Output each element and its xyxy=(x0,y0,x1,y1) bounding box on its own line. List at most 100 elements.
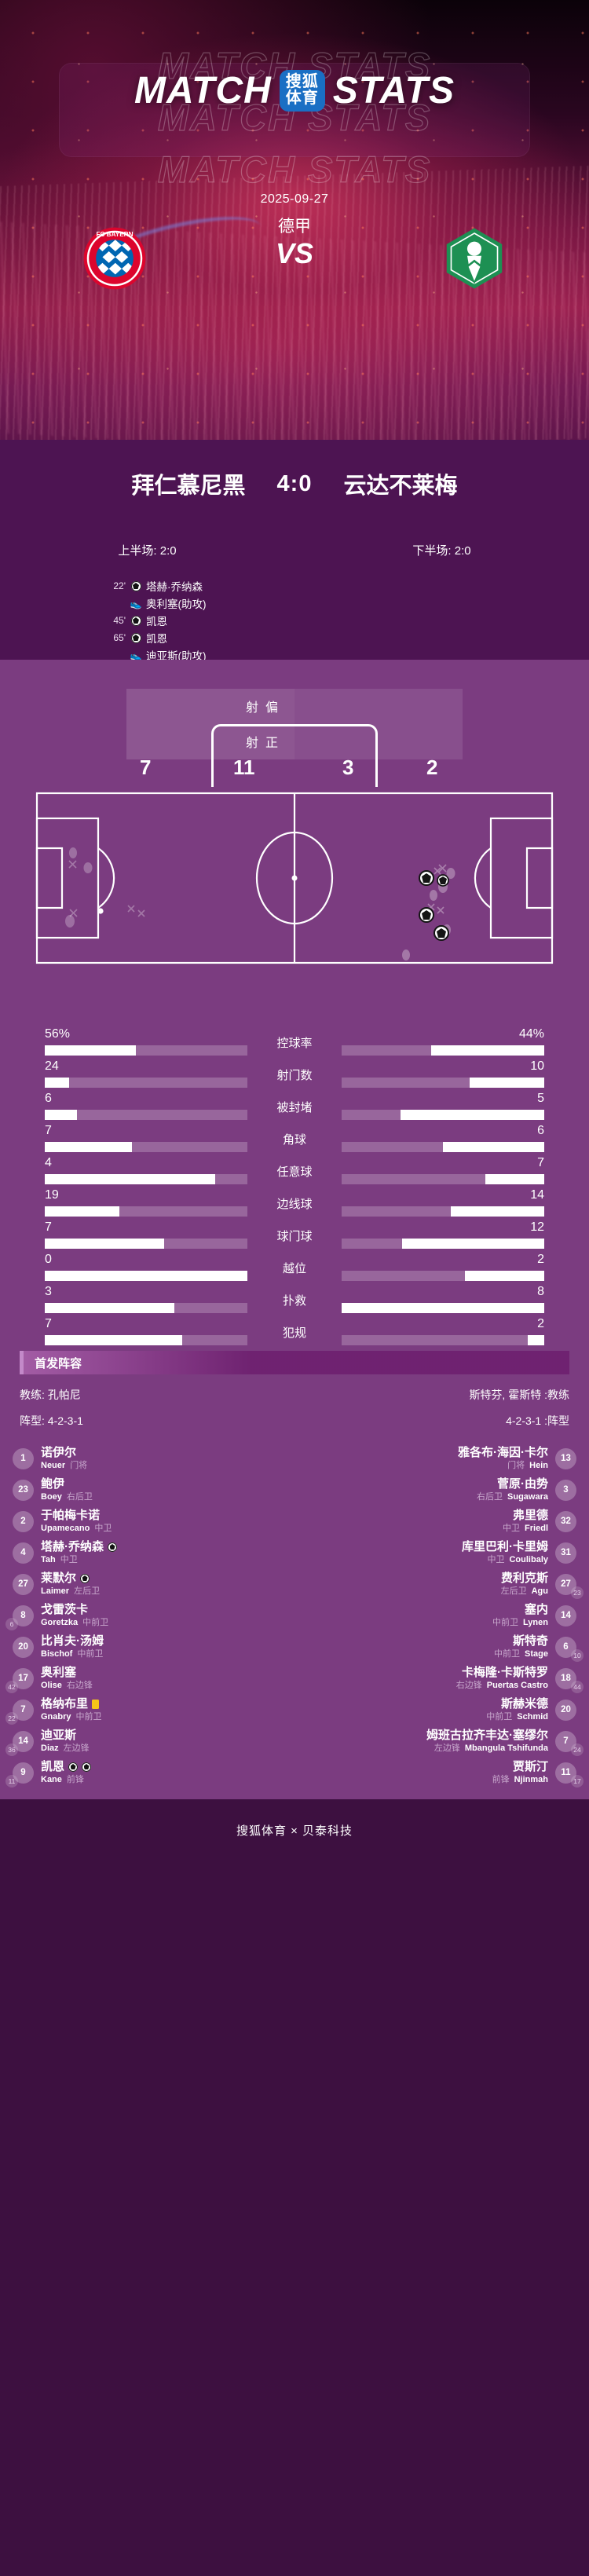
player-name-en: Gnabry xyxy=(41,1712,71,1722)
lineup-player-row[interactable]: 2 于帕梅卡诺 Upamecano 中卫 xyxy=(0,1506,294,1537)
player-goal-icon xyxy=(82,1762,92,1772)
footer-credit: 搜狐体育 × 贝泰科技 xyxy=(236,1824,353,1838)
stat-away-value: 14 xyxy=(530,1188,544,1202)
stat-home-bar-fill xyxy=(45,1045,137,1056)
player-name-en: Mbangula Tshifunda xyxy=(464,1744,548,1753)
substitution-number: 42 xyxy=(5,1680,18,1693)
stat-home-bar xyxy=(45,1174,247,1184)
lineup-player-row[interactable]: 8 6 戈雷茨卡 Goretzka 中前卫 xyxy=(0,1600,294,1631)
stat-away-bar-fill xyxy=(430,1045,544,1056)
assist-event-row: 👟 奥利塞(助攻) xyxy=(0,595,589,612)
stat-home-value: 7 xyxy=(45,1220,52,1234)
match-date: 2025-09-27 xyxy=(260,192,329,206)
stat-away-bar-fill xyxy=(469,1078,544,1088)
coaches-row: 教练: 孔帕尼 斯特芬, 霍斯特 :教练 xyxy=(20,1387,569,1403)
lineup-player-row[interactable]: 18 44 卡梅隆·卡斯特罗 右边锋 Puertas Castro xyxy=(294,1663,589,1694)
stat-row: 4 任意球 7 xyxy=(0,1156,589,1188)
lineup-player-row[interactable]: 17 42 奥利塞 Olise 右边锋 xyxy=(0,1663,294,1694)
stat-away-value: 5 xyxy=(537,1092,544,1105)
away-on-target-count: 3 xyxy=(342,756,354,779)
stat-away-value: 6 xyxy=(537,1124,544,1137)
substitution-number: 23 xyxy=(571,1586,584,1599)
goal-ball-icon xyxy=(130,580,141,591)
lineup-player-row[interactable]: 14 塞内 中前卫 Lynen xyxy=(294,1600,589,1631)
player-position: 中前卫 xyxy=(492,1618,518,1627)
stat-home-bar-fill xyxy=(45,1142,132,1152)
lineup-player-row[interactable]: 13 雅各布·海因·卡尔 门将 Hein xyxy=(294,1443,589,1474)
player-name-cn: 菅原·由势 xyxy=(497,1477,548,1491)
score-row: 拜仁慕尼黑 4:0 云达不莱梅 xyxy=(0,467,589,500)
stat-home-bar xyxy=(45,1110,247,1120)
stat-row: 7 球门球 12 xyxy=(0,1220,589,1253)
player-meta: 右边锋 Puertas Castro xyxy=(456,1680,548,1691)
stat-home-bar-fill xyxy=(45,1335,183,1345)
player-number: 11 xyxy=(555,1762,576,1784)
lineup-player-row[interactable]: 27 莱默尔 Laimer 左后卫 xyxy=(0,1568,294,1600)
substitution-number: 24 xyxy=(571,1743,584,1756)
player-name-cn: 比肖夫·汤姆 xyxy=(41,1634,104,1648)
lineup-player-row[interactable]: 7 24 姆班古拉齐丰达·塞缪尔 左边锋 Mbangula Tshifunda xyxy=(294,1725,589,1757)
player-meta: 中卫 Friedl xyxy=(503,1523,548,1534)
player-name-cn: 塔赫·乔纳森 xyxy=(41,1540,117,1553)
substitution-number: 22 xyxy=(5,1711,18,1725)
substitution-number: 11 xyxy=(5,1774,18,1787)
pitch-diagram xyxy=(35,792,554,964)
lineup-player-row[interactable]: 27 23 费利克斯 左后卫 Agu xyxy=(294,1568,589,1600)
stat-home-bar xyxy=(45,1206,247,1217)
lineup-player-row[interactable]: 9 11 凯恩 Kane 前锋 xyxy=(0,1757,294,1788)
substitution-number: 6 xyxy=(5,1617,18,1630)
sohu-sports-logo: 搜狐 体育 xyxy=(279,70,325,112)
shots-legend: 射 偏 射 正 xyxy=(0,675,589,787)
player-position: 中前卫 xyxy=(82,1618,109,1627)
lineup-heading: 首发阵容 xyxy=(20,1351,569,1374)
player-position: 左边锋 xyxy=(434,1744,460,1753)
stat-home-value: 4 xyxy=(45,1156,52,1169)
player-meta: Goretzka 中前卫 xyxy=(41,1617,108,1628)
player-number: 27 xyxy=(555,1573,576,1595)
player-name-en: Bischof xyxy=(41,1649,73,1659)
stat-row: 7 角球 6 xyxy=(0,1124,589,1156)
lineup-player-row[interactable]: 31 库里巴利·卡里姆 中卫 Coulibaly xyxy=(294,1537,589,1568)
lineup-player-row[interactable]: 20 斯赫米德 中前卫 Schmid xyxy=(294,1694,589,1725)
player-number: 17 xyxy=(13,1667,34,1689)
lineup-player-row[interactable]: 3 菅原·由势 右后卫 Sugawara xyxy=(294,1474,589,1506)
player-position: 左后卫 xyxy=(74,1586,101,1596)
lineup-player-row[interactable]: 4 塔赫·乔纳森 Tah 中卫 xyxy=(0,1537,294,1568)
player-info: 戈雷茨卡 Goretzka 中前卫 xyxy=(41,1603,108,1628)
player-position: 中前卫 xyxy=(77,1649,104,1659)
stat-row: 19 边线球 14 xyxy=(0,1188,589,1220)
event-player-name: 凯恩 xyxy=(146,616,167,628)
player-badge: 3 xyxy=(555,1479,576,1501)
stat-row: 3 扑救 8 xyxy=(0,1285,589,1317)
home-off-target-count: 7 xyxy=(140,756,152,779)
lineup-player-row[interactable]: 7 22 格纳布里 Gnabry 中前卫 xyxy=(0,1694,294,1725)
home-lineup-column: 1 诺伊尔 Neuer 门将 23 鲍伊 Boey 右后卫 2 于帕梅卡诺 Upamecano 中卫 4… xyxy=(0,1443,294,1788)
away-team-name: 云达不莱梅 xyxy=(343,474,458,499)
player-name-en: Boey xyxy=(41,1492,62,1502)
lineup-player-row[interactable]: 11 17 贾斯汀 前锋 Njinmah xyxy=(294,1757,589,1788)
formations-row: 阵型: 4-2-3-1 4-2-3-1 :阵型 xyxy=(20,1413,569,1429)
player-name-cn: 格纳布里 xyxy=(41,1697,102,1711)
player-badge: 9 11 xyxy=(5,1762,34,1787)
player-number: 20 xyxy=(555,1699,576,1721)
stat-away-value: 2 xyxy=(537,1253,544,1266)
player-name-en: Neuer xyxy=(41,1461,66,1470)
player-name-cn: 迪亚斯 xyxy=(41,1729,77,1742)
player-info: 迪亚斯 Diaz 左边锋 xyxy=(41,1729,90,1754)
lineup-player-row[interactable]: 23 鲍伊 Boey 右后卫 xyxy=(0,1474,294,1506)
event-player-name: 迪亚斯(助攻) xyxy=(146,650,207,662)
lineup-player-row[interactable]: 6 10 斯特奇 中前卫 Stage xyxy=(294,1631,589,1663)
stat-home-bar xyxy=(45,1335,247,1345)
lineup-player-row[interactable]: 14 36 迪亚斯 Diaz 左边锋 xyxy=(0,1725,294,1757)
lineup-player-row[interactable]: 1 诺伊尔 Neuer 门将 xyxy=(0,1443,294,1474)
stat-home-bar-fill xyxy=(45,1206,120,1217)
event-minute: 45' xyxy=(113,615,126,626)
player-name-en: Diaz xyxy=(41,1744,59,1753)
stat-home-bar xyxy=(45,1045,247,1056)
substitution-number: 10 xyxy=(571,1648,584,1662)
event-minute: 65' xyxy=(113,632,126,643)
player-meta: 中前卫 Stage xyxy=(494,1648,548,1659)
lineup-player-row[interactable]: 32 弗里德 中卫 Friedl xyxy=(294,1506,589,1537)
away-formation: 4-2-3-1 :阵型 xyxy=(506,1414,569,1427)
lineup-player-row[interactable]: 20 比肖夫·汤姆 Bischof 中前卫 xyxy=(0,1631,294,1663)
